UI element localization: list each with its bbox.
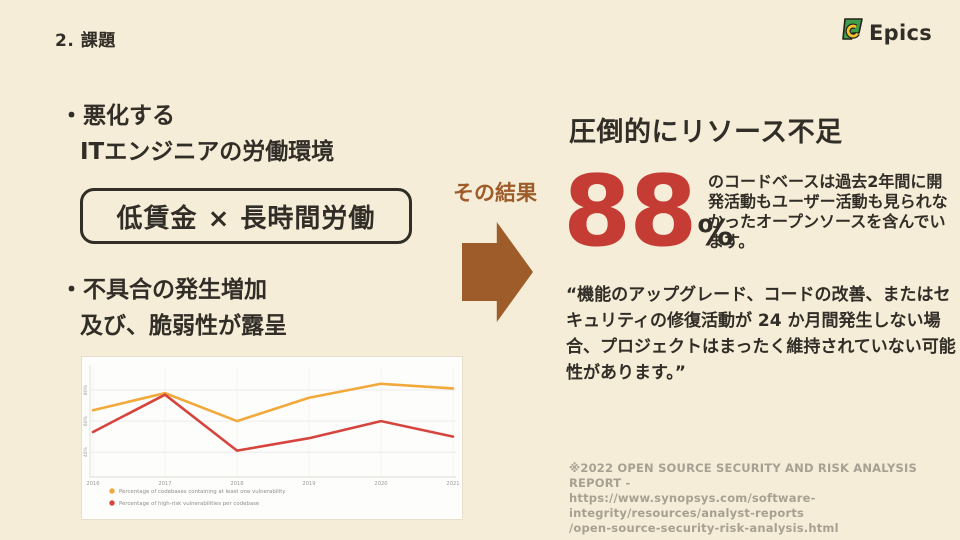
citation-line: ※2022 OPEN SOURCE SECURITY AND RISK ANAL… [569, 461, 917, 490]
svg-text:80%: 80% [83, 384, 89, 395]
svg-text:2020: 2020 [374, 481, 387, 487]
svg-text:2018: 2018 [230, 481, 243, 487]
stat-value: 88 [563, 155, 697, 269]
stat-88-percent: 88 % [563, 155, 734, 269]
svg-text:Percentage of codebases contai: Percentage of codebases containing at le… [119, 489, 286, 495]
bullet-worsening-environment: ・悪化する ITエンジニアの労働環境 [60, 98, 334, 170]
lowwage-longhours-label: 低賃金 × 長時間労働 [116, 203, 376, 234]
svg-text:40%: 40% [83, 446, 89, 457]
right-arrow-icon [462, 222, 533, 322]
result-label: その結果 [453, 181, 537, 205]
svg-text:2017: 2017 [158, 481, 171, 487]
citation-line: /open-source-security-risk-analysis.html [569, 521, 839, 535]
bullet-line: ITエンジニアの労働環境 [80, 139, 335, 165]
svg-text:60%: 60% [83, 415, 89, 426]
svg-text:2016: 2016 [86, 481, 99, 487]
page-title: 2. 課題 [55, 31, 116, 51]
epics-logo-text: Epics [868, 20, 932, 45]
vulnerability-trend-chart-svg: 40% 60% 80% 2016 2017 2018 2019 2020 2021 Percent… [83, 365, 460, 507]
source-citation: ※2022 OPEN SOURCE SECURITY AND RISK ANAL… [569, 461, 960, 536]
resource-shortage-heading: 圧倒的にリソース不足 [569, 117, 843, 148]
bullet-line: ・不具合の発生増加 [60, 277, 267, 303]
ossra-quote: “機能のアップグレード、コードの改善、またはセキュリティの修復活動が 24 か月… [566, 285, 956, 383]
lowwage-longhours-box: 低賃金 × 長時間労働 [80, 188, 412, 244]
bullet-bugs-vulnerabilities: ・不具合の発生増加 及び、脆弱性が露呈 [60, 272, 287, 344]
bullet-line: 及び、脆弱性が露呈 [80, 313, 287, 339]
svg-text:Percentage of high-risk vulner: Percentage of high-risk vulnerabilities … [119, 501, 260, 507]
epics-logo-icon [840, 18, 864, 47]
stat-unit: % [697, 213, 734, 254]
svg-text:2019: 2019 [302, 481, 315, 487]
bullet-line: ・悪化する [60, 103, 175, 129]
epics-logo: Epics [840, 18, 932, 47]
vulnerability-trend-chart: 40% 60% 80% 2016 2017 2018 2019 2020 2021 Percent… [82, 357, 462, 519]
citation-line: https://www.synopsys.com/software-integr… [569, 491, 816, 520]
stat-description: のコードベースは過去2年間に開発活動もユーザー活動も見られなかったオープンソース… [708, 172, 948, 251]
svg-text:2021: 2021 [446, 481, 459, 487]
